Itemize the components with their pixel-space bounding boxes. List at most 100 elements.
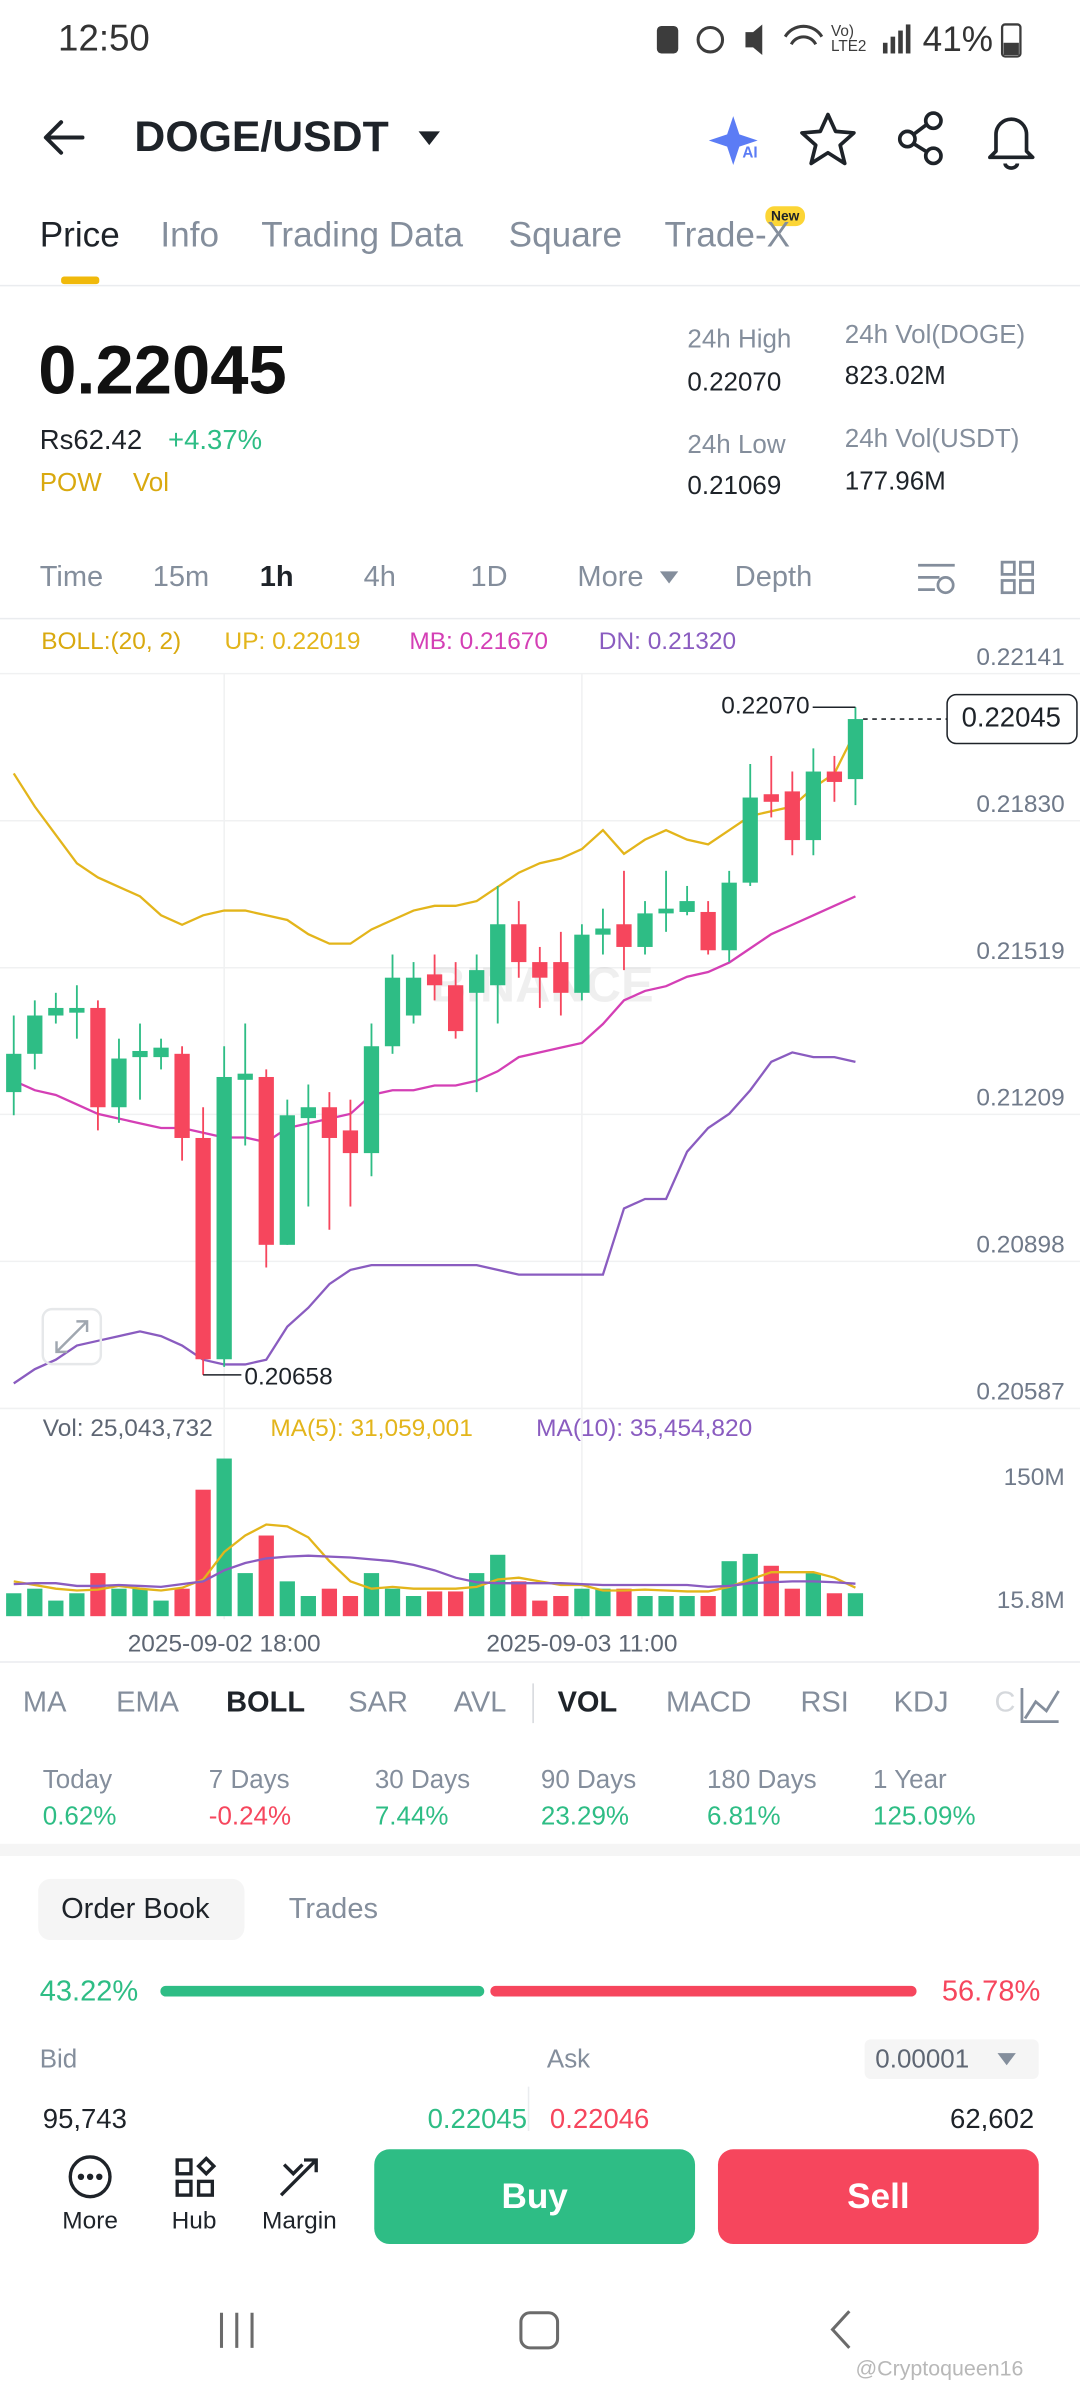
order-book-tab[interactable]: Order Book: [61, 1893, 210, 1926]
volume-bar: [90, 1573, 106, 1617]
interval[interactable]: More: [577, 561, 644, 594]
tag[interactable]: Vol: [132, 468, 170, 498]
volume-bar: [216, 1458, 232, 1617]
interval[interactable]: 15m: [152, 561, 210, 594]
volume-bar: [363, 1573, 380, 1617]
volume-bar: [784, 1588, 800, 1617]
precision-select[interactable]: [864, 2039, 1039, 2080]
x-tick-label: 2025-09-02 18:00: [128, 1631, 321, 1658]
back-button[interactable]: [43, 120, 85, 155]
status-battery: 41%: [922, 19, 993, 59]
volume-bar: [826, 1593, 843, 1617]
tab[interactable]: Trading Data: [261, 214, 464, 255]
candle-body: [553, 962, 569, 993]
interval[interactable]: Time: [39, 561, 104, 594]
buy-button-bg[interactable]: [374, 2149, 696, 2245]
nav-label[interactable]: Margin: [262, 2208, 337, 2235]
volume-bar: [805, 1573, 821, 1617]
performance-label: 180 Days: [706, 1765, 817, 1795]
last-price-box: [946, 693, 1078, 745]
trades-tab[interactable]: Trades: [288, 1893, 378, 1926]
indicator[interactable]: RSI: [800, 1687, 849, 1720]
nav-label[interactable]: More: [62, 2208, 118, 2235]
boll-label: BOLL:(20, 2): [41, 629, 182, 656]
tab[interactable]: Square: [508, 214, 622, 255]
y-tick-label: 0.21209: [976, 1085, 1064, 1112]
chart-settings-button[interactable]: [918, 563, 955, 595]
volume-bar: [237, 1573, 253, 1617]
more-icon[interactable]: [68, 2155, 112, 2199]
indicator-settings-button[interactable]: [1020, 1687, 1060, 1723]
stat-label: 24h Vol(USDT): [844, 423, 1020, 453]
buy-button[interactable]: Buy: [501, 2176, 568, 2216]
more-dropdown[interactable]: [659, 571, 679, 584]
expand-button[interactable]: [41, 1307, 103, 1366]
candle-body: [469, 970, 485, 993]
interval[interactable]: 4h: [363, 561, 396, 594]
performance-value: 23.29%: [540, 1801, 630, 1831]
ai-button[interactable]: [708, 116, 758, 165]
tab[interactable]: Trade-X: [664, 214, 791, 255]
candle-body: [405, 977, 422, 1016]
pair-title[interactable]: DOGE/USDT: [134, 113, 389, 161]
indicator[interactable]: KDJ: [893, 1687, 949, 1720]
precision-dropdown[interactable]: [997, 2053, 1016, 2066]
stat-value: 823.02M: [844, 361, 946, 391]
volume-bar: [300, 1596, 316, 1617]
bid-ratio: 43.22%: [39, 1975, 139, 2009]
volume-bar: [258, 1535, 274, 1617]
volume-bar: [658, 1596, 674, 1617]
indicator[interactable]: AVL: [453, 1687, 507, 1720]
volume-bar: [721, 1561, 737, 1617]
tab[interactable]: Info: [160, 214, 220, 255]
precision[interactable]: 0.00001: [875, 2044, 970, 2074]
volume-bar: [195, 1489, 211, 1617]
pair-dropdown[interactable]: [418, 131, 440, 146]
indicator[interactable]: C: [994, 1687, 1016, 1720]
performance-label: 90 Days: [540, 1765, 637, 1795]
candle-body: [48, 1007, 64, 1016]
candle-body: [616, 924, 632, 947]
bid-price: 0.22045: [427, 2103, 528, 2135]
margin-icon[interactable]: [279, 2158, 318, 2197]
indicator[interactable]: BOLL: [226, 1687, 306, 1720]
indicator[interactable]: SAR: [348, 1687, 408, 1720]
volume-bar: [48, 1600, 64, 1617]
volume-bar: [511, 1581, 527, 1617]
volume-bar: [574, 1588, 590, 1617]
candle-body: [384, 977, 401, 1047]
boll-line: [12, 730, 857, 945]
performance-value: 6.81%: [706, 1801, 781, 1831]
indicator[interactable]: MA: [22, 1687, 67, 1720]
share-button[interactable]: [897, 111, 943, 166]
hub-icon[interactable]: [175, 2156, 217, 2197]
indicator[interactable]: EMA: [116, 1687, 180, 1720]
indicator[interactable]: VOL: [557, 1687, 618, 1720]
candle-body: [784, 791, 800, 841]
performance-value: 0.62%: [42, 1801, 117, 1831]
sell-button-bg[interactable]: [717, 2149, 1039, 2245]
tag[interactable]: POW: [39, 468, 102, 498]
layout-button[interactable]: [1000, 560, 1035, 595]
interval[interactable]: 1h: [259, 561, 294, 594]
performance-label: 7 Days: [208, 1765, 290, 1795]
alert-button[interactable]: [988, 117, 1035, 170]
last-price: 0.22045: [38, 330, 287, 409]
indicator[interactable]: MACD: [666, 1687, 752, 1720]
candle-body: [700, 911, 716, 951]
candle-body: [763, 794, 779, 802]
volume-bar: [595, 1588, 611, 1617]
nav-label[interactable]: Hub: [171, 2208, 217, 2235]
tab-indicator: [61, 276, 100, 285]
favorite-button[interactable]: [800, 112, 856, 166]
tab[interactable]: Price: [39, 214, 120, 255]
volume-ma-line: [13, 1523, 856, 1593]
y-tick-label: 0.20898: [976, 1232, 1064, 1259]
interval[interactable]: 1D: [470, 561, 508, 594]
candle-body: [826, 771, 843, 782]
tab-pill[interactable]: [38, 1878, 245, 1941]
sell-button[interactable]: Sell: [847, 2176, 910, 2216]
interval[interactable]: Depth: [734, 561, 813, 594]
